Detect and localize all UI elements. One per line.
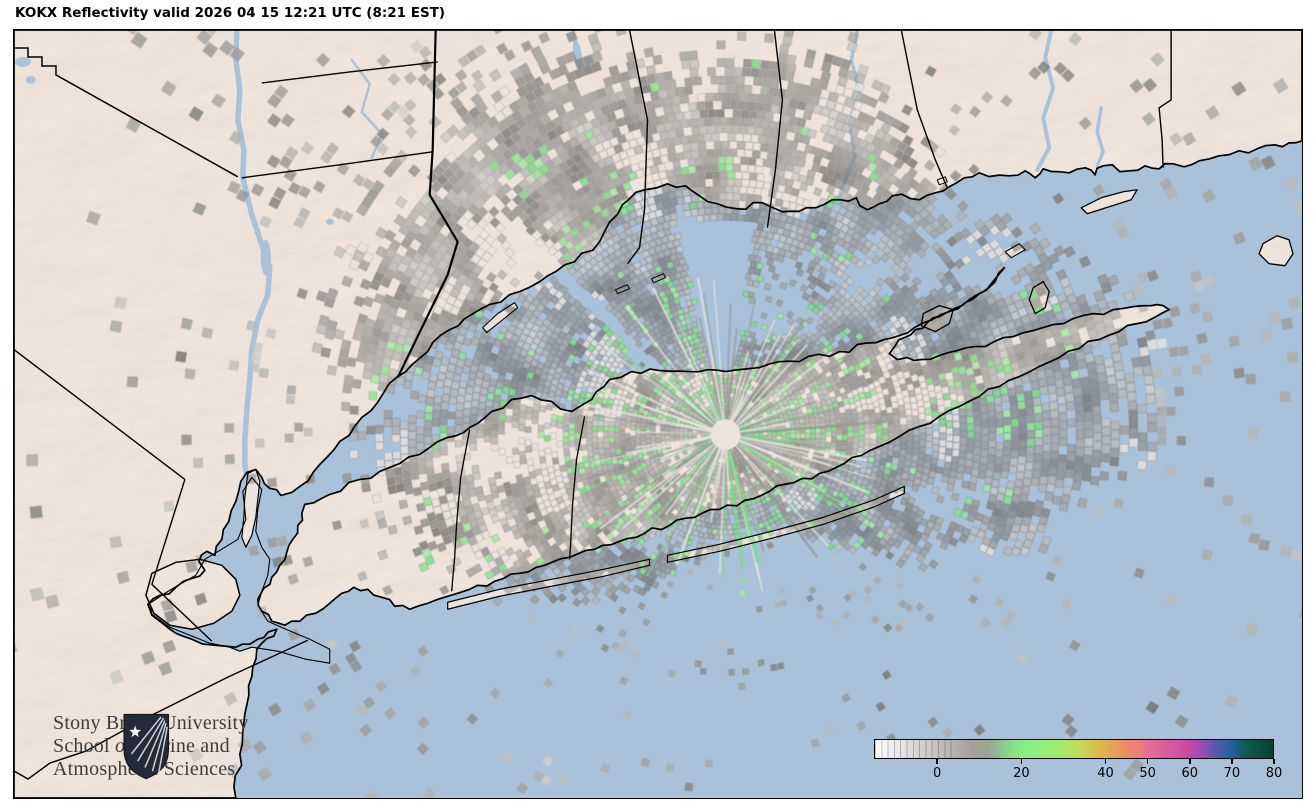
reflectivity-colorbar: 0 20 40 50 60 70 80 [874,739,1282,807]
colorbar-tick [1104,759,1107,764]
colorbar-tick-label: 70 [1223,766,1241,781]
coastlines [14,30,1302,798]
colorbar-tick-label: 50 [1139,766,1156,781]
boundary-lines-layer [14,30,1302,798]
stony-brook-shield-icon [123,713,170,780]
colorbar-tick-label: 80 [1265,766,1283,781]
state-county-borders [14,30,1172,780]
figure-title: KOKX Reflectivity valid 2026 04 15 12:21… [15,5,446,21]
radar-site-marker [714,423,740,449]
colorbar-tick-label: 40 [1097,766,1114,781]
colorbar-tick [1273,759,1275,764]
colorbar-tick [1020,759,1023,764]
colorbar-tick-label: 0 [933,766,942,781]
colorbar-tick-label: 20 [1013,766,1030,781]
colorbar-gradient [874,739,1274,759]
colorbar-tick [936,759,938,764]
colorbar-tick [1189,759,1191,764]
colorbar-tick-label: 60 [1181,766,1199,781]
colorbar-bin-lines [875,740,955,758]
stony-brook-logo: Stony Brook University School of Marine … [44,712,249,781]
colorbar-tick [1231,759,1233,764]
radar-echo-layer [14,30,1302,798]
colorbar-tick [1146,759,1149,764]
radar-map: Stony Brook University School of Marine … [13,29,1303,799]
